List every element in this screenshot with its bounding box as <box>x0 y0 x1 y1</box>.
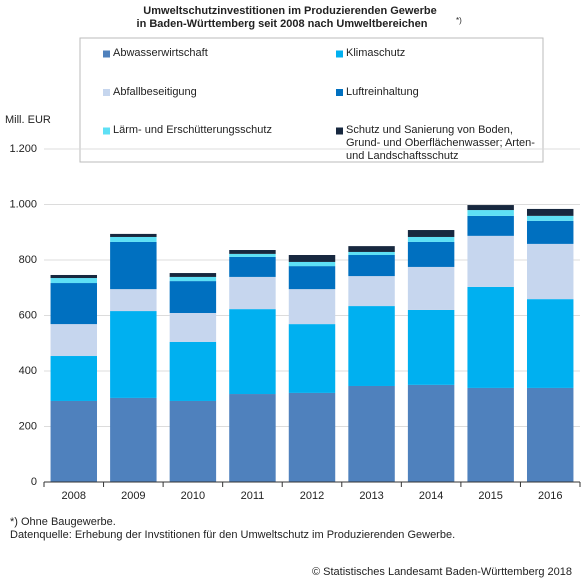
bar-segment <box>169 313 217 342</box>
legend-entry: Schutz und Sanierung von Boden, Grund- u… <box>346 124 535 162</box>
y-tick-label: 1.200 <box>9 143 37 155</box>
x-tick-label: 2016 <box>538 490 562 502</box>
bar-segment <box>229 276 276 310</box>
y-tick-label: 400 <box>19 365 37 377</box>
x-tick-label: 2011 <box>241 490 265 502</box>
bar-segment <box>229 309 276 395</box>
legend-marker <box>103 127 110 135</box>
bar-segment <box>526 208 574 216</box>
legend-entry: Lärm- und Erschütterungsschutz <box>113 124 272 136</box>
legend-label: Luftreinhaltung <box>346 85 419 98</box>
bar-segment <box>169 400 217 482</box>
bar-segment <box>348 251 395 256</box>
bar-segment <box>467 215 514 236</box>
bar-segment <box>50 356 98 401</box>
legend-marker <box>336 127 343 135</box>
bar-segment <box>110 397 157 482</box>
x-tick-label: 2014 <box>419 490 443 502</box>
footnote: *) Ohne Baugewerbe. <box>10 516 116 528</box>
bar-segment <box>229 253 276 257</box>
legend-marker <box>103 50 110 58</box>
bar-segment <box>50 324 98 357</box>
bar-segment <box>50 274 98 279</box>
bar-segment <box>50 278 98 284</box>
bar-segment <box>407 236 455 242</box>
bar-segment <box>407 309 455 385</box>
bar-segment <box>229 256 276 277</box>
bar-segment <box>288 392 336 482</box>
legend-box <box>79 37 544 163</box>
bar-segment <box>288 266 336 290</box>
legend-marker <box>103 89 110 96</box>
source: © Statistisches Landesamt Baden-Württemb… <box>312 566 572 578</box>
bar-segment <box>467 210 514 216</box>
y-tick-label: 1.000 <box>9 198 37 210</box>
footnote: Datenquelle: Erhebung der Invstitionen f… <box>10 529 455 541</box>
x-tick-label: 2008 <box>62 490 86 502</box>
bar-segment <box>407 241 455 267</box>
bar-segment <box>288 261 336 267</box>
y-tick-label: 600 <box>19 309 37 321</box>
bar-segment <box>110 241 157 290</box>
chart-title: in Baden-Württemberg seit 2008 nach Umwe… <box>137 18 428 30</box>
bar-segment <box>467 286 514 388</box>
legend-entry: Klimaschutz <box>346 47 406 59</box>
legend-label: Klimaschutz <box>346 47 406 59</box>
bar-segment <box>407 230 455 237</box>
x-tick-label: 2010 <box>181 490 205 502</box>
bar-segment <box>526 215 574 221</box>
x-tick-label: 2012 <box>300 490 324 502</box>
bar-segment <box>110 289 157 312</box>
bar-segment <box>229 394 276 482</box>
bar-segment <box>50 283 98 325</box>
bar-segment <box>110 311 157 398</box>
bar-segment <box>467 387 514 482</box>
bar-segment <box>526 220 574 244</box>
legend-marker <box>336 50 343 58</box>
legend-entry: Luftreinhaltung <box>346 85 419 98</box>
bar-segment <box>348 385 395 482</box>
bar-segment <box>407 266 455 310</box>
bar-segment <box>348 255 395 277</box>
y-axis-label: Mill. EUR <box>5 114 51 126</box>
x-tick-label: 2013 <box>359 490 383 502</box>
bar-segment <box>169 273 217 277</box>
bar-segment <box>288 289 336 325</box>
bar-segment <box>526 243 574 300</box>
bar-segment <box>467 205 514 211</box>
x-tick-label: 2015 <box>478 490 502 502</box>
chart-title: Umweltschutzinvestitionen im Produzieren… <box>143 5 436 17</box>
bar-segment <box>526 299 574 388</box>
legend-label: Abfallbeseitigung <box>113 85 197 98</box>
bar-segment <box>288 255 336 262</box>
legend-entry: Abwasserwirtschaft <box>113 47 208 59</box>
bar-segment <box>110 233 157 237</box>
legend-marker <box>336 89 343 96</box>
y-tick-label: 800 <box>19 254 37 266</box>
bar-segment <box>229 250 276 254</box>
legend-label: Lärm- und Erschütterungsschutz <box>113 124 272 136</box>
bar-segment <box>348 246 395 252</box>
x-tick-label: 2009 <box>121 490 145 502</box>
legend-label: Abwasserwirtschaft <box>113 47 208 59</box>
y-tick-label: 200 <box>19 420 37 432</box>
title-note: *) <box>456 16 462 25</box>
bar-segment <box>169 341 217 401</box>
bar-segment <box>50 400 98 482</box>
legend-label: Schutz und Sanierung von Boden, Grund- u… <box>346 124 535 162</box>
bar-segment <box>169 276 217 282</box>
legend-entry: Abfallbeseitigung <box>113 85 197 98</box>
bar-segment <box>467 235 514 287</box>
bar-segment <box>348 276 395 307</box>
bar-segment <box>407 384 455 482</box>
bar-segment <box>169 281 217 314</box>
bar-segment <box>348 306 395 386</box>
bar-segment <box>288 324 336 393</box>
bar-segment <box>526 387 574 482</box>
bar-segment <box>110 236 157 242</box>
y-tick-label: 0 <box>31 476 37 488</box>
